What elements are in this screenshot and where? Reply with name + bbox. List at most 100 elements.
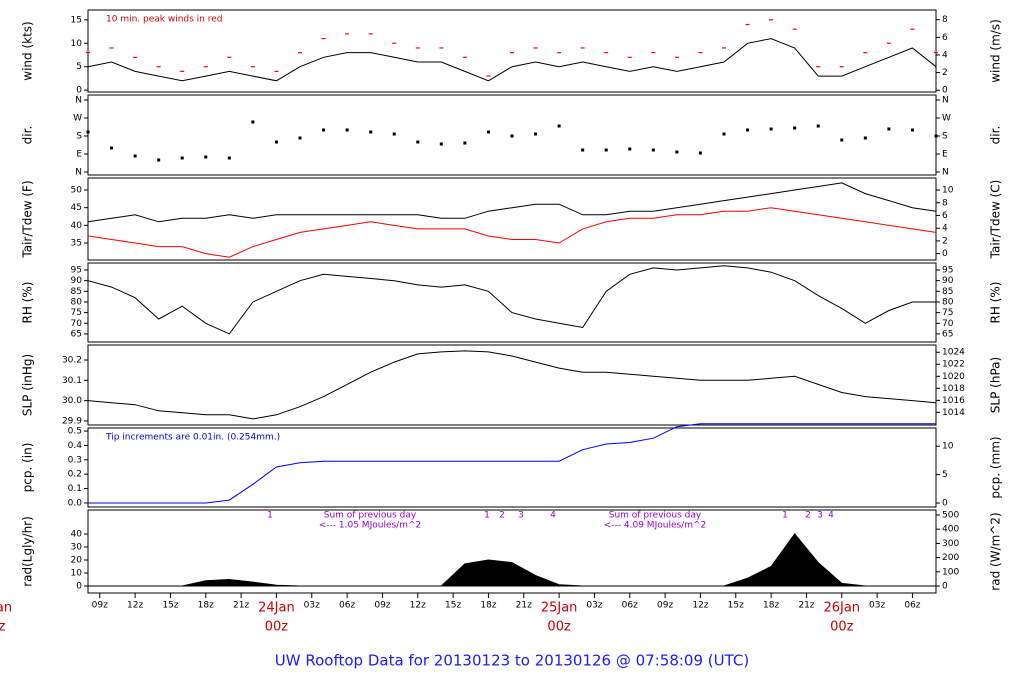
y-tick-label: 40 (71, 530, 83, 540)
y2-tick-label: 70 (942, 319, 954, 329)
hour-mark: 2 (499, 511, 505, 521)
dir-point (157, 158, 161, 162)
x-tick-label: 12z (410, 601, 426, 611)
y2-tick-label: 4 (942, 224, 948, 234)
dir-point (557, 124, 561, 128)
y2-tick-label: 1014 (942, 408, 965, 418)
x-tick-label: 06z (904, 601, 920, 611)
y-tick-label: 35 (71, 239, 82, 249)
plot-area (87, 182, 937, 258)
y2-tick-label: 8 (942, 198, 948, 208)
y-tick-label: 80 (71, 297, 83, 307)
y-axis-label: rad(Lgly/hr) (21, 516, 35, 587)
panel-frame (87, 9, 937, 93)
y2-tick-label: 200 (942, 553, 959, 563)
y2-tick-label: 2 (942, 236, 948, 246)
y-axis-label: pcp. (in) (21, 443, 35, 493)
dir-point (110, 146, 114, 150)
dir-point (698, 151, 702, 155)
y2-tick-label: 85 (942, 287, 953, 297)
y-axis-label: Tair/Tdew (F) (21, 180, 35, 258)
dir-point (322, 128, 326, 132)
annotation: <--- 4.09 MJoules/m^2 (604, 521, 706, 531)
dir-point (840, 138, 844, 142)
line (87, 350, 937, 420)
x-tick-label: 03z (586, 601, 602, 611)
line (87, 207, 937, 258)
y-tick-label: 95 (71, 266, 82, 276)
dir-point (369, 130, 373, 134)
x-tick-label: 12z (692, 601, 708, 611)
y-tick-label: 5 (76, 62, 82, 72)
y-tick-label: 0.5 (68, 427, 82, 437)
hour-mark: 3 (518, 511, 524, 521)
y-tick-label: 40 (71, 221, 83, 231)
y2-axis-label: pcp. (mm) (989, 436, 1003, 498)
hour-mark: 1 (782, 511, 788, 521)
y-tick-label: 0.1 (68, 484, 82, 494)
y2-tick-label: E (942, 150, 948, 160)
hour-mark: 1 (267, 511, 273, 521)
y-tick-label: N (75, 96, 82, 106)
y2-tick-label: 6 (942, 211, 948, 221)
area (87, 533, 937, 587)
hour-mark: 1 (484, 511, 490, 521)
y2-tick-label: S (942, 132, 948, 142)
y-tick-label: 45 (71, 203, 82, 213)
y2-tick-label: 65 (942, 329, 953, 339)
dir-point (534, 132, 538, 136)
dir-point (510, 134, 514, 138)
x-tick-label: 09z (657, 601, 673, 611)
x-tick-label: 00z (547, 620, 571, 635)
y-tick-label: W (73, 114, 82, 124)
dir-point (675, 150, 679, 154)
y2-axis-label: rad (W/m^2) (989, 512, 1003, 590)
y-tick-label: 20 (71, 556, 83, 566)
annotation: Tip increments are 0.01in. (0.254mm.) (105, 433, 280, 443)
plot-area (87, 265, 936, 335)
x-tick-label: 18z (480, 601, 496, 611)
y2-tick-label: 95 (942, 266, 953, 276)
y2-tick-label: 500 (942, 510, 959, 520)
panel-frame (87, 262, 937, 343)
y2-tick-label: 1016 (942, 396, 965, 406)
line (87, 182, 937, 223)
y2-tick-label: 6 (942, 33, 948, 43)
annotation: Sum of previous day (609, 511, 702, 521)
hour-mark: 4 (550, 511, 556, 521)
dir-point (651, 148, 655, 152)
dir-point (86, 130, 90, 134)
hour-mark: 4 (828, 511, 834, 521)
y-tick-label: 15 (71, 15, 82, 25)
dir-point (793, 126, 797, 130)
dir-point (910, 128, 914, 132)
dir-point (934, 134, 938, 138)
x-tick-label: 21z (798, 601, 814, 611)
y-tick-label: 10 (71, 39, 83, 49)
dir-point (604, 148, 608, 152)
x-tick-label: 00z (830, 620, 854, 635)
line (87, 38, 937, 82)
y2-tick-label: 5 (942, 470, 948, 480)
y2-tick-label: 0 (942, 86, 948, 96)
y-tick-label: 90 (71, 276, 83, 286)
y-axis-label: RH (%) (21, 282, 35, 324)
y2-tick-label: 10 (942, 186, 954, 196)
dir-point (204, 155, 208, 159)
x-tick-label: 15z (162, 601, 178, 611)
dir-point (298, 136, 302, 140)
dir-point (628, 147, 632, 151)
y-axis-label: dir. (21, 126, 35, 145)
y2-tick-label: 0 (942, 249, 948, 259)
y2-tick-label: 1022 (942, 360, 965, 370)
y2-tick-label: 300 (942, 539, 959, 549)
y2-tick-label: 4 (942, 50, 948, 60)
y-tick-label: 0.4 (68, 441, 83, 451)
x-tick-label: 18z (763, 601, 779, 611)
x-tick-label: 00z (265, 620, 289, 635)
y2-tick-label: 10 (942, 442, 954, 452)
x-tick-label: 03z (304, 601, 320, 611)
y2-tick-label: 0 (942, 582, 948, 592)
y-tick-label: 0 (76, 581, 82, 591)
